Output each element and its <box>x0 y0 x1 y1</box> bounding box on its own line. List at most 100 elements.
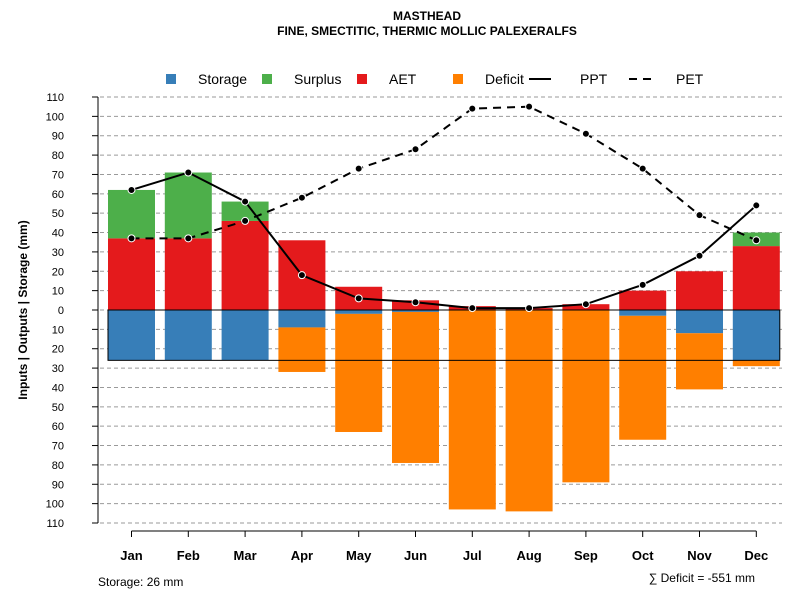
legend-ppt-label: PPT <box>580 71 608 87</box>
ppt-line-point <box>638 280 647 289</box>
pet-line-point <box>411 145 420 154</box>
x-tick-label: Mar <box>234 548 257 563</box>
chart-title: MASTHEAD <box>393 9 461 23</box>
gridlines <box>100 96 782 524</box>
deficit-bar <box>505 310 553 512</box>
deficit-bar <box>732 360 780 367</box>
legend-storage-label: Storage <box>198 71 247 87</box>
y-tick-label: 110 <box>46 92 64 104</box>
x-tick-label: Jan <box>120 548 142 563</box>
ppt-line-point <box>411 298 420 307</box>
storage-bar <box>108 310 155 361</box>
ppt-line-point <box>695 251 704 260</box>
y-tick-label: 110 <box>46 518 64 530</box>
storage-capacity-box <box>107 309 781 361</box>
pet-line-point <box>638 164 647 173</box>
bars <box>108 172 780 512</box>
legend-deficit-label: Deficit <box>485 71 524 87</box>
y-tick-label: 100 <box>46 111 64 123</box>
y-tick-label: 90 <box>52 131 64 143</box>
surplus-bar <box>108 189 155 239</box>
storage-bar <box>221 310 269 361</box>
y-axis-label: Inputs | Outputs | Storage (mm) <box>16 220 30 399</box>
x-tick-label: Apr <box>291 548 313 563</box>
y-tick-label: 30 <box>52 247 64 259</box>
aet-bar <box>676 271 723 310</box>
chart-subtitle: FINE, SMECTITIC, THERMIC MOLLIC PALEXERA… <box>277 24 577 38</box>
deficit-note: ∑ Deficit = -551 mm <box>649 571 755 585</box>
storage-bar <box>732 310 780 361</box>
pet-line-point <box>525 102 534 111</box>
y-tick-label: 60 <box>52 421 64 433</box>
pet-line-point <box>241 216 250 225</box>
storage-capacity-outline <box>107 309 781 361</box>
y-tick-label: 20 <box>52 266 64 278</box>
y-tick-label: 60 <box>52 189 64 201</box>
lines <box>127 102 761 313</box>
pet-line-point <box>468 104 477 113</box>
ppt-line-point <box>241 197 250 206</box>
y-tick-label: 50 <box>52 402 64 414</box>
pet-line-point <box>297 193 306 202</box>
y-tick-label: 20 <box>52 344 64 356</box>
legend-storage-swatch <box>166 74 176 84</box>
legend-surplus-swatch <box>262 74 272 84</box>
storage-bar <box>619 310 667 316</box>
y-tick-label: 0 <box>58 305 64 317</box>
x-tick-label: Dec <box>744 548 768 563</box>
y-tick-label: 90 <box>52 479 64 491</box>
y-tick-label: 30 <box>52 363 64 375</box>
storage-bar <box>676 310 723 334</box>
x-tick-label: May <box>346 548 372 563</box>
storage-bar <box>164 310 212 361</box>
ppt-line-point <box>468 304 477 313</box>
deficit-bar <box>278 327 326 372</box>
deficit-bar <box>392 311 439 463</box>
aet-bar <box>164 238 212 310</box>
x-tick-label: Oct <box>632 548 654 563</box>
aet-bar <box>732 246 780 310</box>
legend-aet-label: AET <box>389 71 417 87</box>
ppt-line-point <box>184 168 193 177</box>
x-tick-label: Feb <box>177 548 200 563</box>
legend-deficit-swatch <box>453 74 463 84</box>
deficit-bar <box>562 310 610 483</box>
y-tick-label: 70 <box>52 169 64 181</box>
y-tick-label: 10 <box>52 286 64 298</box>
pet-line-point <box>752 236 761 245</box>
legend-pet-label: PET <box>676 71 704 87</box>
ppt-line-point <box>525 304 534 313</box>
y-tick-label: 100 <box>46 499 64 511</box>
axes: 1101009080706050403020100102030405060708… <box>46 92 769 563</box>
surplus-bar <box>164 172 212 239</box>
ppt-line-point <box>752 201 761 210</box>
pet-line-point <box>695 211 704 220</box>
legend: Storage Surplus AET Deficit PPT PET <box>166 71 704 87</box>
storage-bar <box>335 310 383 314</box>
x-tick-label: Jul <box>463 548 482 563</box>
aet-bar <box>108 238 155 310</box>
x-tick-label: Jun <box>404 548 427 563</box>
legend-surplus-label: Surplus <box>294 71 341 87</box>
deficit-bar <box>676 333 723 390</box>
legend-aet-swatch <box>357 74 367 84</box>
ppt-line-point <box>581 300 590 309</box>
y-tick-label: 10 <box>52 324 64 336</box>
y-tick-label: 80 <box>52 150 64 162</box>
pet-line-point <box>184 234 193 243</box>
pet-line-point <box>354 164 363 173</box>
y-tick-label: 80 <box>52 460 64 472</box>
x-tick-label: Nov <box>687 548 712 563</box>
y-tick-label: 50 <box>52 208 64 220</box>
storage-bar <box>392 310 439 312</box>
deficit-bar <box>448 310 496 510</box>
aet-bar <box>619 290 667 310</box>
deficit-bar <box>619 315 667 440</box>
y-tick-label: 40 <box>52 228 64 240</box>
pet-line-point <box>581 129 590 138</box>
pet-line <box>131 105 757 242</box>
pet-line-point <box>127 234 136 243</box>
ppt-line <box>131 171 757 310</box>
deficit-bar <box>335 313 383 432</box>
